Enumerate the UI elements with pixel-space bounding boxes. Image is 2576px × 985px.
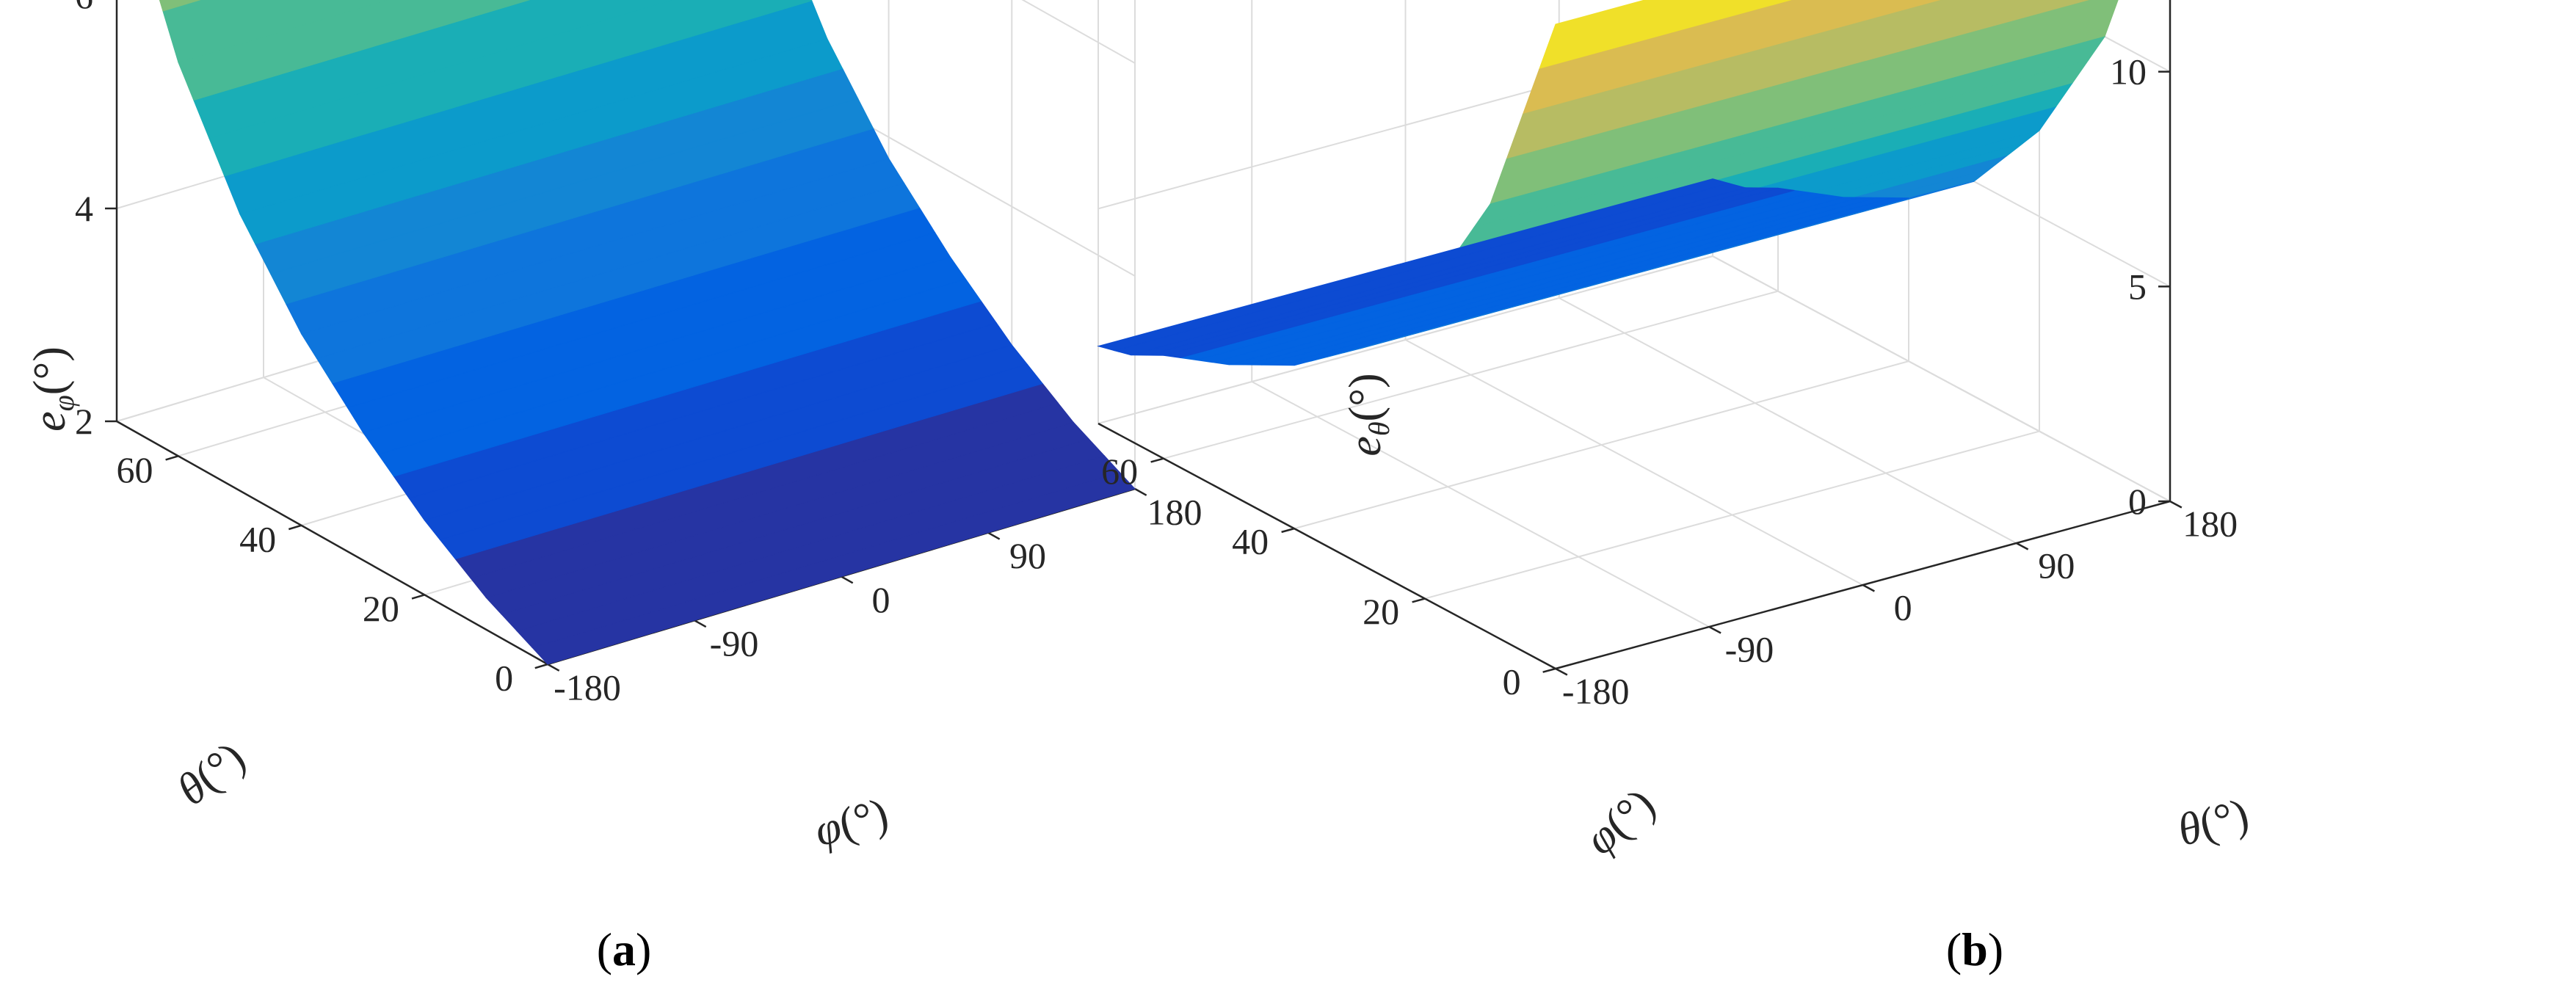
x-axis-line [1097, 422, 1556, 670]
y-tick-label: 20 [363, 588, 399, 629]
y-axis-line [116, 420, 548, 666]
surface-strip [208, 0, 813, 177]
surface-strip [1097, 178, 1731, 352]
surface-plot-b: 0204060-180-90090180051015φ(°)θ(°)eθ(°)(… [1097, 0, 2254, 975]
y-tick-mark [1708, 625, 1721, 634]
axis-lines [1097, 0, 2183, 676]
y-tick-label: 180 [2183, 503, 2238, 544]
z-axis-title: eφ(°) [25, 346, 80, 432]
x-axis-title: θ(°) [2172, 789, 2254, 856]
y-tick-mark [1862, 584, 1875, 592]
svg-text:θ(°): θ(°) [168, 733, 255, 815]
grid-line [1021, 0, 1136, 64]
x-tick-label: 60 [1101, 451, 1138, 492]
surface-strip [1163, 187, 1795, 358]
y-tick-label: -180 [1562, 670, 1630, 711]
box-edge [1097, 255, 1713, 424]
x-tick-mark [1150, 457, 1164, 463]
surface-strip [1147, 187, 1779, 356]
x-tick-label: 90 [1009, 535, 1046, 576]
svg-text:θ(°): θ(°) [2172, 789, 2254, 856]
z-tick-label: 2 [75, 401, 93, 442]
y-tick-label: 40 [239, 519, 276, 560]
grid-line [1251, 381, 1710, 628]
surface [159, 0, 1136, 665]
z-tick-label: 10 [2110, 51, 2147, 92]
surface-strip [178, 0, 531, 101]
surface-strip [1131, 187, 1762, 356]
y-tick-mark [288, 524, 302, 531]
surface-strip [159, 0, 201, 12]
z-tick-label: 6 [75, 0, 93, 16]
x-tick-mark [1134, 487, 1147, 496]
y-tick-label: 0 [495, 658, 513, 699]
y-tick-label: -90 [1725, 628, 1774, 669]
y-tick-mark [1555, 667, 1568, 676]
x-tick-label: 180 [1147, 491, 1202, 532]
svg-text:φ(°): φ(°) [810, 789, 894, 857]
grid-line [1559, 297, 2017, 544]
x-tick-label: 40 [1232, 520, 1269, 561]
z-axis-title: eθ(°) [1340, 373, 1396, 456]
surface-plot-a: -180-9009018002040602468φ(°)θ(°)eφ(°)(a) [25, 0, 1202, 975]
x-tick-mark [1412, 597, 1426, 603]
x-tick-mark [1281, 527, 1295, 534]
x-tick-label: -90 [710, 623, 759, 664]
panel-label-a: (a) [597, 923, 652, 975]
y-tick-label: 0 [1894, 586, 1912, 628]
surface [1097, 0, 2119, 366]
x-axis-title: φ(°) [810, 789, 894, 857]
y-tick-label: 60 [116, 449, 153, 490]
y-axis-title: φ(°) [1576, 779, 1665, 865]
x-tick-label: 0 [1503, 661, 1521, 702]
x-tick-label: 0 [872, 579, 890, 620]
x-tick-mark [1542, 667, 1556, 673]
y-tick-label: 90 [2038, 545, 2075, 586]
x-tick-label: 20 [1363, 591, 1399, 632]
surface-strip [193, 0, 673, 139]
svg-text:φ(°): φ(°) [1576, 779, 1665, 865]
y-tick-mark [2169, 500, 2183, 509]
svg-text:eθ(°): eθ(°) [1340, 373, 1396, 456]
z-tick-label: 0 [2128, 481, 2147, 522]
y-tick-mark [534, 663, 548, 669]
surface-strip [162, 0, 388, 63]
y-tick-mark [411, 594, 425, 600]
box-edge [1712, 255, 2171, 502]
x-tick-mark [547, 663, 560, 672]
tick-labels: -180-9009018002040602468 [75, 0, 1202, 708]
z-tick-label: 5 [2128, 266, 2147, 307]
x-tick-mark [987, 531, 1001, 540]
x-tick-mark [841, 575, 854, 584]
z-tick-label: 4 [75, 188, 93, 229]
x-tick-label: -180 [554, 666, 621, 708]
y-tick-mark [2016, 542, 2029, 550]
x-tick-mark [694, 619, 707, 628]
y-axis-title: θ(°) [168, 733, 255, 815]
svg-text:eφ(°): eφ(°) [25, 346, 80, 432]
y-tick-mark [165, 455, 179, 461]
panel-label-b: (b) [1946, 923, 2003, 975]
grid-line [1405, 339, 1863, 586]
